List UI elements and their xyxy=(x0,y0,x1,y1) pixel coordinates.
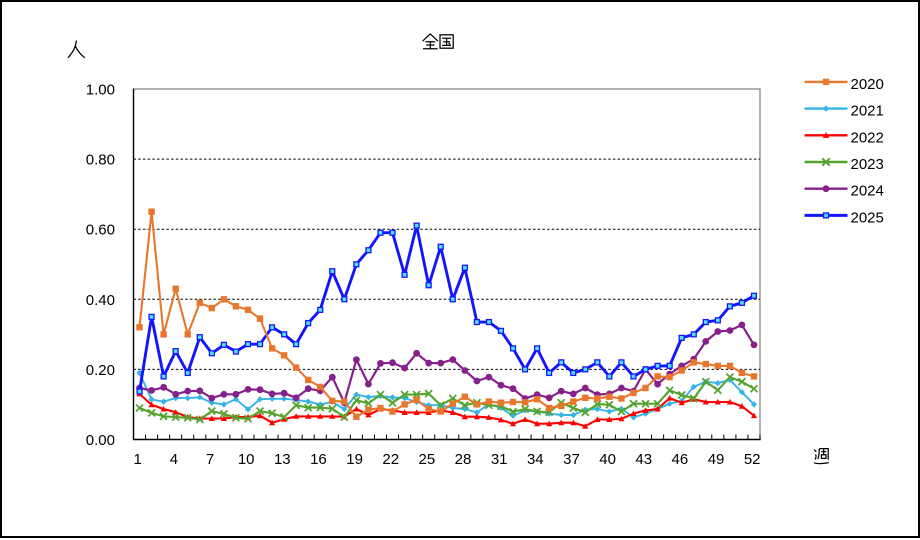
svg-text:2020: 2020 xyxy=(851,76,884,93)
svg-text:43: 43 xyxy=(635,451,652,468)
svg-text:1: 1 xyxy=(134,451,142,468)
svg-text:0.60: 0.60 xyxy=(86,222,115,239)
svg-text:4: 4 xyxy=(170,451,178,468)
svg-text:13: 13 xyxy=(274,451,291,468)
svg-text:16: 16 xyxy=(310,451,327,468)
svg-text:22: 22 xyxy=(382,451,399,468)
svg-text:31: 31 xyxy=(491,451,508,468)
svg-text:46: 46 xyxy=(672,451,689,468)
svg-text:52: 52 xyxy=(744,451,761,468)
svg-text:2023: 2023 xyxy=(851,156,884,173)
svg-text:2022: 2022 xyxy=(851,129,884,146)
svg-text:0.20: 0.20 xyxy=(86,362,115,379)
svg-text:0.40: 0.40 xyxy=(86,292,115,309)
svg-text:0.00: 0.00 xyxy=(86,432,115,449)
svg-text:37: 37 xyxy=(563,451,580,468)
svg-text:2025: 2025 xyxy=(851,209,884,226)
svg-text:2021: 2021 xyxy=(851,103,884,120)
svg-text:7: 7 xyxy=(206,451,214,468)
svg-text:2024: 2024 xyxy=(851,183,884,200)
svg-text:49: 49 xyxy=(708,451,725,468)
svg-text:0.80: 0.80 xyxy=(86,152,115,169)
svg-text:1.00: 1.00 xyxy=(86,82,115,99)
svg-text:19: 19 xyxy=(346,451,363,468)
svg-text:10: 10 xyxy=(238,451,255,468)
svg-text:28: 28 xyxy=(455,451,472,468)
svg-text:40: 40 xyxy=(599,451,616,468)
svg-text:34: 34 xyxy=(527,451,544,468)
svg-text:25: 25 xyxy=(419,451,436,468)
